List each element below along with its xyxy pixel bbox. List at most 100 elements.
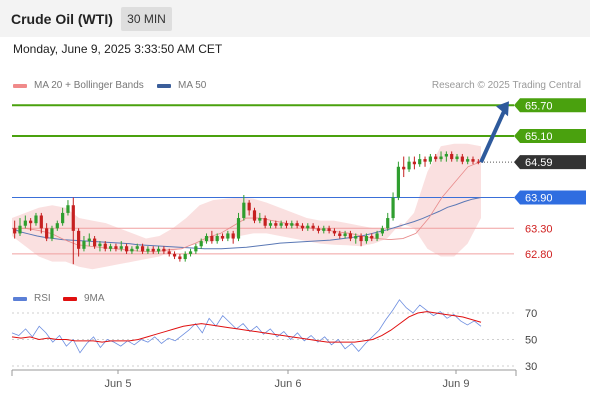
x-tick-label: Jun 6 [275,378,302,390]
timeframe-button[interactable]: 30 MIN [121,7,172,31]
candle-body [290,223,294,226]
legend-bollinger: MA 20 + Bollinger Bands [13,80,144,91]
candle-body [258,218,262,221]
candle-body [242,202,246,219]
level-label-65.70: 65.70 [525,100,553,112]
candle-body [135,246,139,249]
level-label-62.80: 62.80 [525,249,553,261]
candle-body [215,235,219,242]
candle-body [391,197,395,219]
candle-body [108,246,113,249]
level-label-65.10: 65.10 [525,131,553,143]
candle-body [34,215,38,224]
candle-body [247,202,251,211]
candle-body [423,159,427,162]
candle-body [370,235,374,239]
candle-body [114,246,118,249]
candle-body [167,251,171,254]
candle-body [140,246,145,252]
candle-body [439,156,443,160]
candle-body [359,235,363,242]
candle-body [466,159,470,162]
candle-body [146,248,150,252]
candle-body [98,243,102,247]
candle-body [348,233,353,239]
x-tick-label: Jun 9 [443,378,470,390]
candle-body [418,159,422,165]
rsi-tick-label: 50 [525,335,537,347]
candle-body [50,228,54,239]
legend-bollinger-label: MA 20 + Bollinger Bands [34,80,144,91]
candle-body [284,223,289,226]
level-tag-65.10 [514,129,586,144]
candle-body [380,228,385,234]
candle-body [226,233,230,239]
credit-text: Research © 2025 Trading Central [431,80,581,91]
candle-body [156,248,161,252]
legend-ma50-label: MA 50 [178,80,207,91]
rsi-series-9MA [11,311,482,343]
forecast-arrow-shaft [479,110,506,164]
candle-body [450,153,454,160]
candle-body [55,223,59,229]
candle-body [274,223,278,226]
candle-body [268,223,273,226]
header-bar [0,0,590,37]
candle-body [471,159,475,162]
legend-bollinger-swatch [13,83,27,88]
rsi-tick-label: 30 [525,361,537,373]
candle-body [434,156,438,160]
candle-body [87,238,91,242]
candle-body [407,161,411,170]
level-label-63.30: 63.30 [525,223,553,235]
candle-body [183,253,187,260]
candle-body [151,248,155,252]
candle-body [162,248,166,252]
candle-body [300,225,305,229]
candle-body [71,205,75,231]
candle-body [103,243,107,249]
candle-body [45,228,49,239]
candle-body [476,161,480,163]
candle-body [364,235,369,242]
candle-body [306,225,310,229]
candle-body [295,223,299,226]
level-label-64.59: 64.59 [525,157,553,169]
legend-9ma-label: 9MA [84,293,105,304]
candle-body [332,230,337,234]
candle-body [396,166,400,198]
legend-rsi-label: RSI [34,293,51,304]
forecast-arrow-head [496,101,509,117]
candle-body [178,256,182,260]
candle-body [93,238,97,247]
legend-9ma: 9MA [63,293,105,304]
candle-body [119,246,123,249]
candle-body [252,210,257,221]
candle-body [13,228,17,234]
bollinger-band [12,143,481,270]
candle-body [316,228,321,231]
legend-ma50: MA 50 [157,80,206,91]
rsi-tick-label: 70 [525,308,537,320]
candle-body [77,230,81,249]
candle-body [236,218,241,239]
level-tag-64.59 [514,155,586,170]
candle-body [82,241,86,249]
candle-body [402,166,406,170]
candle-body [428,156,432,162]
candle-body [231,233,235,239]
candle-body [279,223,283,226]
candle-body [130,248,134,252]
candle-body [61,212,65,224]
candle-body [322,228,326,231]
candle-body [220,235,225,239]
legend-ma50-swatch [157,83,171,88]
legend-9ma-swatch [63,296,77,301]
candle-body [460,156,464,162]
candle-body [172,253,177,257]
level-tag-63.90 [514,190,586,205]
candle-body [18,225,22,234]
candle-body [188,251,193,254]
timestamp: Monday, June 9, 2025 3:33:50 AM CET [13,42,223,56]
